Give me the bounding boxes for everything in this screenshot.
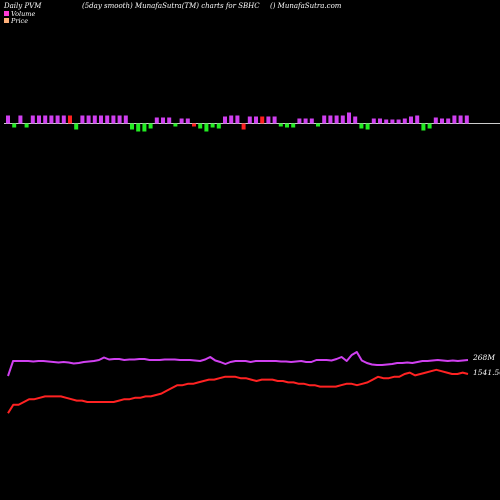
volume-bar [415,115,420,124]
volume-line [7,351,469,377]
volume-bar [55,115,60,124]
volume-bar [440,118,444,124]
volume-bar [148,123,153,129]
volume-bar [6,115,10,124]
header-left: Daily PVM [3,2,42,10]
volume-bar [254,116,258,124]
volume-bar [111,115,116,124]
volume-bar [30,115,35,124]
volume-bar [371,118,376,124]
volume-bar [309,118,314,124]
volume-bar [334,115,339,124]
volume-bar [105,115,110,124]
volume-bar [303,118,308,124]
volume-bar [458,115,463,124]
volume-bar [409,116,413,124]
volume-bar [210,123,215,128]
volume-bar [285,123,289,128]
volume-bar [154,117,159,124]
volume-bar [340,115,345,124]
volume-bar [446,118,451,124]
volume-bars [6,112,469,132]
volume-bar [136,123,141,132]
volume-bar [229,115,234,124]
volume-bar [142,123,147,132]
volume-bar [167,117,172,124]
volume-bar [464,115,469,124]
volume-bar [353,116,358,124]
volume-end-label: 268M [472,353,495,362]
volume-bar [278,123,283,127]
legend-volume-swatch [4,11,9,16]
volume-bar [68,115,72,124]
volume-bar [347,112,351,124]
volume-bar [43,115,48,124]
volume-bar [123,115,128,124]
volume-bar [92,115,97,124]
volume-bar [365,123,370,130]
volume-bar [402,118,407,124]
volume-bar [192,123,196,127]
volume-bar [99,115,103,124]
volume-bar [117,115,122,124]
series-lines [7,351,469,414]
volume-bar [86,115,91,124]
volume-bar [359,123,364,129]
volume-bar [266,116,271,124]
volume-bar [378,118,382,124]
volume-bar [179,118,184,124]
volume-bar [247,116,252,124]
volume-bar [49,115,54,124]
volume-bar [216,123,221,129]
volume-bar [272,116,277,124]
price-end-label: 1541.50 [473,368,500,377]
volume-bar [185,118,190,124]
volume-bar [390,119,395,124]
volume-bar [161,117,165,124]
legend-volume-label: Volume [11,10,35,18]
legend-price-swatch [4,18,9,23]
volume-bar [328,115,333,124]
volume-bar [235,115,240,124]
volume-bar [18,115,23,124]
volume-bar [12,123,17,128]
volume-bar [322,115,327,124]
header-right: () MunafaSutra.com [270,2,342,10]
volume-bar [433,117,438,124]
volume-bar [198,123,203,129]
volume-bar [241,123,246,130]
volume-bar [396,119,401,124]
volume-bar [130,123,134,130]
volume-bar [291,123,296,128]
volume-bar [421,123,426,131]
volume-bar [297,118,302,124]
legend-price-label: Price [10,17,28,25]
volume-bar [384,119,389,124]
price-line [7,368,469,414]
volume-bar [316,123,320,127]
volume-bar [74,123,79,130]
volume-bar [223,116,227,124]
volume-bar [24,123,29,128]
volume-bar [37,115,41,124]
volume-bar [204,123,209,132]
volume-bar [452,115,457,124]
volume-bar [173,123,178,127]
header-title: (5day smooth) MunafaSutra(TM) charts for… [82,2,260,10]
volume-bar [260,116,265,124]
volume-bar [80,115,85,124]
volume-bar [61,115,66,124]
volume-bar [427,123,432,129]
